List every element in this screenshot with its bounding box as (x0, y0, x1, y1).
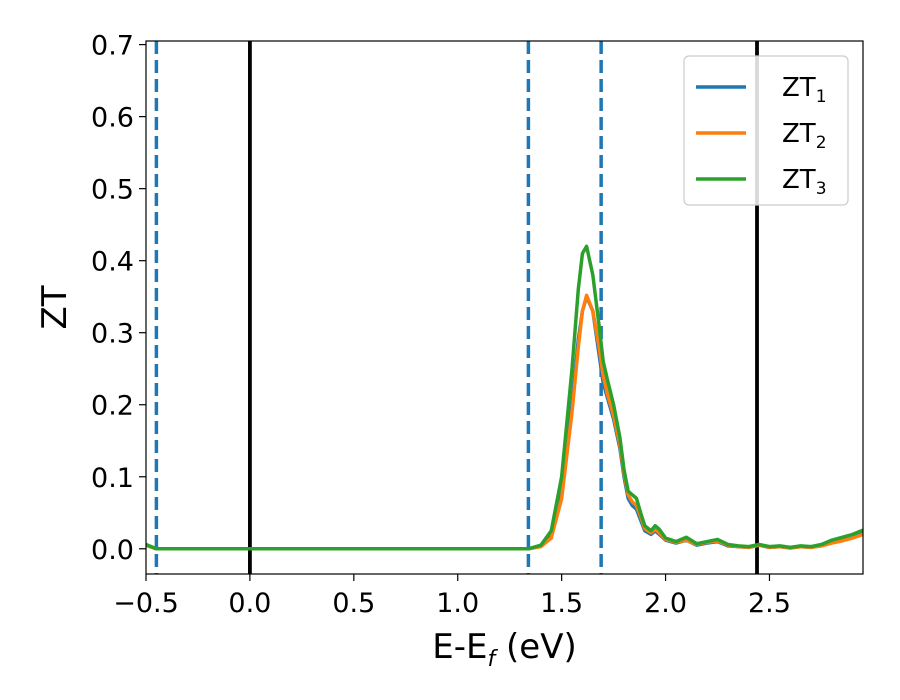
y-axis: 0.0 0.1 0.2 0.3 0.4 0.5 0.6 0.7 (91, 31, 146, 566)
x-axis: −0.5 0.0 0.5 1.0 1.5 2.0 2.5 (113, 574, 791, 619)
x-axis-label-sub: f (487, 647, 498, 672)
y-tick-label: 0.6 (91, 103, 134, 134)
y-tick-label: 0.4 (91, 247, 134, 278)
legend-label-zt1: ZT1 (782, 73, 827, 107)
series-line-zt3 (146, 244, 863, 551)
x-axis-label: E-Ef (eV) (432, 627, 577, 672)
y-tick-label: 0.5 (91, 175, 134, 206)
x-tick-label: 2.5 (748, 588, 791, 619)
x-tick-label: 2.0 (644, 588, 687, 619)
x-tick-label: 1.0 (436, 588, 479, 619)
legend: ZT1 ZT2 ZT3 (683, 55, 849, 206)
y-tick-label: 0.1 (91, 463, 134, 494)
legend-box (683, 55, 849, 206)
x-tick-label: 0.5 (332, 588, 375, 619)
y-tick-label: 0.0 (91, 535, 134, 566)
legend-label-zt3: ZT3 (782, 165, 827, 199)
y-tick-label: 0.3 (91, 319, 134, 350)
legend-label-zt2: ZT2 (782, 119, 827, 153)
y-tick-label: 0.7 (91, 31, 134, 62)
x-axis-label-suffix: (eV) (495, 627, 577, 667)
y-tick-label: 0.2 (91, 391, 134, 422)
axes-frame (145, 40, 864, 575)
x-tick-label: 0.0 (228, 588, 271, 619)
x-tick-label: −0.5 (113, 588, 179, 619)
y-axis-label: ZT (35, 285, 75, 329)
x-tick-label: 1.5 (540, 588, 583, 619)
x-axis-label-main: E-E (432, 627, 487, 667)
